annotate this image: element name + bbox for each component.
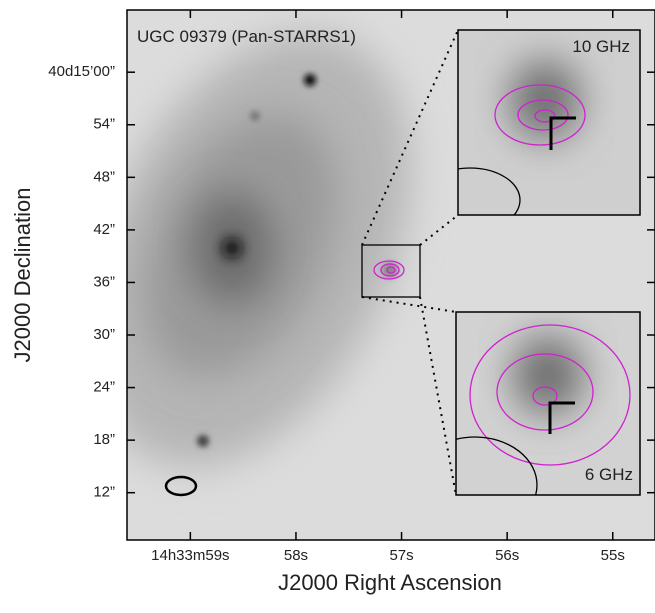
chart-title: UGC 09379 (Pan-STARRS1) xyxy=(137,27,356,46)
inset-label: 10 GHz xyxy=(572,37,630,56)
x-tick-label: 58s xyxy=(284,547,308,564)
y-tick-label: 36” xyxy=(93,273,115,290)
x-tick-label: 55s xyxy=(601,547,625,564)
zoom-lines xyxy=(361,29,459,496)
y-tick-label: 48” xyxy=(93,168,115,185)
y-tick-label: 24” xyxy=(93,379,115,396)
inset-label: 6 GHz xyxy=(585,465,633,484)
x-tick-label: 56s xyxy=(495,547,519,564)
x-tick-label: 14h33m59s xyxy=(151,547,229,564)
y-tick-label: 12” xyxy=(93,484,115,501)
y-tick-label: 40d15’00” xyxy=(48,63,115,80)
y-tick-label: 18” xyxy=(93,431,115,448)
y-tick-label: 30” xyxy=(93,326,115,343)
inset-10ghz xyxy=(458,30,640,215)
x-axis-label: J2000 Right Ascension xyxy=(278,570,502,595)
y-axis-label: J2000 Declination xyxy=(10,188,35,363)
inset-6ghz xyxy=(456,312,640,495)
y-tick-label: 54” xyxy=(93,116,115,133)
y-tick-label: 42” xyxy=(93,221,115,238)
frame xyxy=(126,9,655,541)
x-tick-label: 57s xyxy=(389,547,413,564)
zoom-box xyxy=(361,244,421,298)
